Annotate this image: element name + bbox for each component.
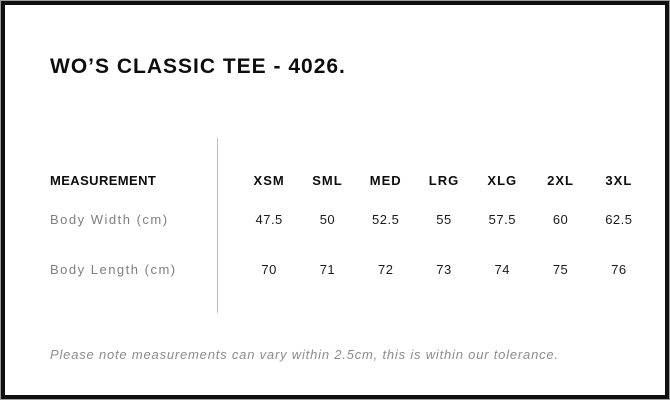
column-header-lrg: LRG	[428, 173, 460, 188]
column-header-3xl: 3XL	[605, 173, 633, 188]
value-cell: 71	[319, 262, 336, 277]
tolerance-note: Please note measurements can vary within…	[50, 347, 559, 362]
column-header-measurement: MEASUREMENT	[50, 173, 157, 188]
value-cell: 52.5	[372, 212, 400, 227]
value-cell: 74	[494, 262, 511, 277]
table-row-body-width: Body Width (cm) 47.5 50 52.5 55 57.5 60 …	[50, 212, 648, 227]
row-label-body-width: Body Width (cm)	[50, 212, 169, 227]
value-cell: 60	[552, 212, 569, 227]
table-header-row: MEASUREMENT XSM SML MED LRG XLG 2XL 3XL	[50, 173, 648, 188]
value-cell: 55	[436, 212, 452, 227]
column-header-2xl: 2XL	[547, 173, 574, 188]
column-header-xsm: XSM	[253, 173, 285, 188]
page-title: WO’S CLASSIC TEE - 4026.	[50, 55, 346, 78]
value-cell: 76	[611, 262, 627, 277]
column-header-med: MED	[369, 173, 402, 188]
table-column-divider	[217, 138, 218, 313]
value-cell: 57.5	[488, 212, 516, 227]
value-cell: 70	[261, 262, 277, 277]
column-header-xlg: XLG	[487, 173, 518, 188]
value-cell: 47.5	[255, 212, 283, 227]
value-cell: 75	[552, 262, 569, 277]
column-header-sml: SML	[312, 173, 343, 188]
value-cell: 72	[377, 262, 394, 277]
row-label-body-length: Body Length (cm)	[50, 262, 177, 277]
value-cell: 73	[436, 262, 452, 277]
value-cell: 50	[319, 212, 336, 227]
value-cell: 62.5	[605, 212, 633, 227]
table-row-body-length: Body Length (cm) 70 71 72 73 74 75 76	[50, 262, 648, 277]
